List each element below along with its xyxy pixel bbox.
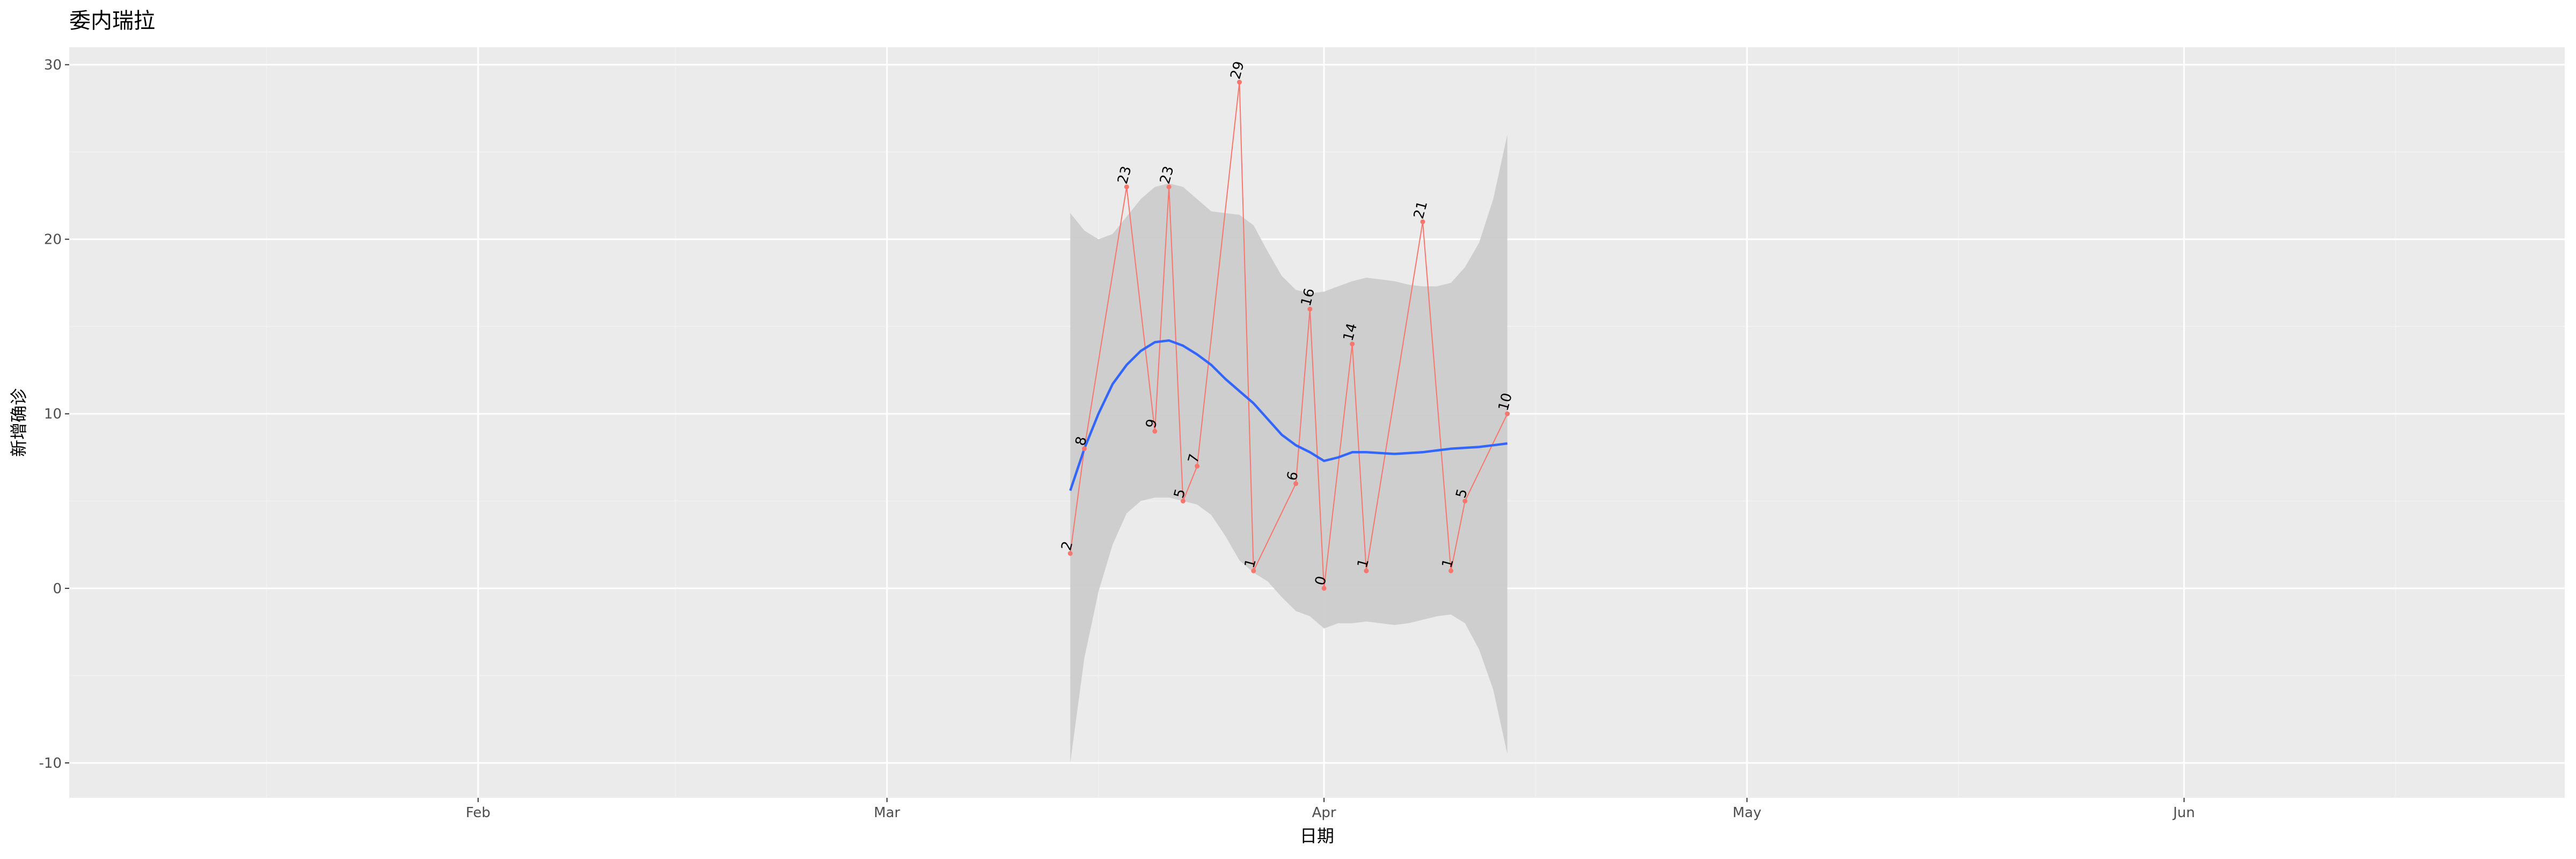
- y-tick-label: 0: [53, 581, 62, 597]
- data-point: [1462, 498, 1468, 504]
- data-point: [1364, 568, 1369, 573]
- data-point: [1067, 551, 1073, 556]
- data-point: [1124, 184, 1129, 190]
- observed-line: [1070, 82, 1508, 589]
- data-point: [1152, 428, 1158, 434]
- data-point: [1505, 411, 1510, 417]
- data-label: 9: [1143, 417, 1161, 430]
- data-label: 1: [1439, 557, 1457, 570]
- data-point: [1293, 481, 1299, 486]
- data-label: 0: [1312, 574, 1330, 587]
- data-label: 5: [1171, 487, 1189, 500]
- data-label: 2: [1058, 540, 1076, 552]
- x-tick-label: Apr: [1312, 805, 1336, 821]
- x-axis-title: 日期: [1300, 826, 1334, 846]
- y-tick-label: -10: [39, 755, 62, 771]
- data-point: [1180, 498, 1185, 504]
- data-label: 8: [1072, 435, 1090, 448]
- data-label: 7: [1185, 452, 1203, 465]
- observed-series-layer: [1070, 82, 1508, 589]
- confidence-band-layer: [1070, 134, 1507, 763]
- data-point: [1251, 568, 1256, 573]
- confidence-band: [1070, 134, 1507, 763]
- chart-title: 委内瑞拉: [69, 9, 155, 33]
- smooth-series-layer: [1069, 339, 1507, 491]
- data-point: [1307, 307, 1313, 312]
- data-point: [1420, 219, 1425, 224]
- y-tick-label: 10: [44, 406, 62, 423]
- y-tick-label: 20: [44, 232, 62, 248]
- data-point: [1350, 341, 1355, 347]
- data-point: [1237, 79, 1242, 85]
- data-point: [1448, 568, 1454, 573]
- data-label: 1: [1242, 557, 1260, 570]
- x-tick-label: Feb: [466, 805, 491, 821]
- data-point: [1166, 184, 1172, 190]
- data-point: [1082, 446, 1087, 452]
- y-axis: -10 0 10 20 30: [39, 57, 69, 771]
- data-points-layer: [1067, 79, 1510, 591]
- x-tick-label: Mar: [874, 805, 900, 821]
- data-label: 1: [1355, 557, 1372, 570]
- y-tick-label: 30: [44, 57, 62, 74]
- x-tick-label: May: [1732, 805, 1761, 821]
- x-axis: Feb Mar Apr May Jun: [466, 798, 2195, 821]
- data-point: [1321, 586, 1327, 591]
- x-tick-label: Jun: [2172, 805, 2195, 821]
- data-point: [1195, 463, 1200, 469]
- smooth-line: [1069, 339, 1507, 491]
- data-label: 6: [1284, 470, 1301, 483]
- data-label: 5: [1453, 487, 1471, 500]
- y-axis-title: 新增确诊: [9, 388, 29, 457]
